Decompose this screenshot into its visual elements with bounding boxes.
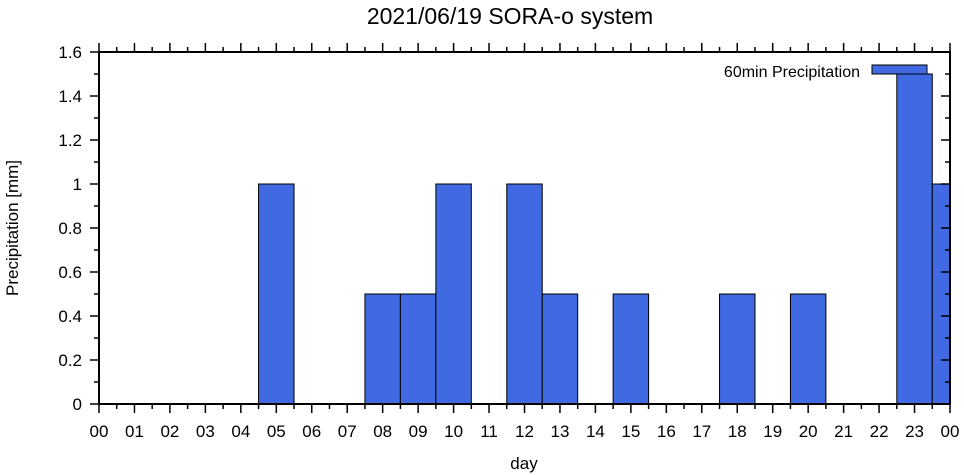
x-tick-label: 20 (799, 422, 818, 441)
y-tick-label: 0.8 (58, 219, 82, 238)
x-tick-label: 03 (196, 422, 215, 441)
y-axis-label: Precipitation [mm] (3, 160, 22, 296)
legend-label: 60min Precipitation (724, 64, 860, 81)
x-tick-label: 07 (338, 422, 357, 441)
x-tick-label: 16 (657, 422, 676, 441)
y-tick-label: 0.6 (58, 263, 82, 282)
x-tick-label: 02 (160, 422, 179, 441)
x-tick-label: 13 (550, 422, 569, 441)
chart-title: 2021/06/19 SORA-o system (367, 3, 653, 29)
bar-hour-23 (896, 73, 933, 404)
x-tick-label: 17 (692, 422, 711, 441)
x-tick-label: 04 (231, 422, 250, 441)
y-tick-label: 1.6 (58, 43, 82, 62)
bar-hour-18 (719, 293, 756, 404)
bar-hour-05 (258, 183, 295, 404)
x-tick-label: 19 (763, 422, 782, 441)
x-tick-label: 00 (941, 422, 960, 441)
x-tick-label: 06 (302, 422, 321, 441)
bar-hour-13 (541, 293, 579, 404)
x-tick-label: 00 (90, 422, 109, 441)
x-tick-label: 18 (728, 422, 747, 441)
y-tick-label: 0.4 (58, 307, 82, 326)
bar-hour-20 (789, 293, 827, 404)
y-tick-label: 1.4 (58, 87, 82, 106)
x-axis-label: day (510, 454, 538, 473)
legend-swatch (871, 64, 928, 75)
y-tick-label: 1.2 (58, 131, 82, 150)
bar-hour-12 (506, 183, 543, 404)
x-tick-label: 11 (480, 422, 498, 441)
y-tick-label: 1 (73, 175, 82, 194)
x-tick-label: 01 (125, 422, 144, 441)
bar-hour-15 (612, 293, 650, 404)
x-tick-label: 08 (373, 422, 392, 441)
legend: 60min Precipitation (724, 64, 928, 81)
bar-hour-08 (364, 293, 401, 404)
y-tick-label: 0.2 (58, 351, 82, 370)
bar-hour-09 (399, 293, 437, 404)
x-tick-label: 22 (870, 422, 889, 441)
bar-hour-10 (435, 183, 472, 404)
x-tick-label: 05 (267, 422, 286, 441)
x-tick-label: 14 (586, 422, 605, 441)
x-tick-label: 10 (444, 422, 463, 441)
x-tick-label: 15 (621, 422, 640, 441)
y-tick-label: 0 (73, 395, 82, 414)
x-tick-label: 23 (905, 422, 924, 441)
x-tick-label: 09 (409, 422, 428, 441)
x-tick-label: 21 (834, 422, 853, 441)
x-tick-label: 12 (515, 422, 534, 441)
